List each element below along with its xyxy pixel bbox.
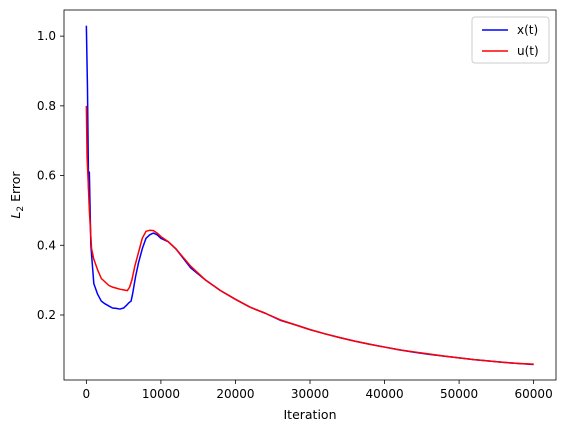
x-axis-label: Iteration: [283, 407, 336, 422]
y-tick-label: 0.8: [37, 99, 56, 113]
y-axis-label: L2 Error: [8, 171, 26, 219]
legend-label: x(t): [517, 23, 538, 37]
legend-label: u(t): [517, 44, 539, 58]
plot-frame: [63, 9, 557, 381]
y-axis-label-rest: Error: [8, 171, 23, 206]
y-axis-label-base: L: [8, 212, 23, 219]
x-tick-label: 50000: [440, 387, 478, 401]
x-tick-label: 40000: [365, 387, 403, 401]
y-axis-ticks: 0.2 0.4 0.6 0.8 1.0: [37, 29, 64, 322]
y-axis-label-subscript: 2: [16, 206, 26, 212]
x-tick-label: 30000: [291, 387, 329, 401]
legend: x(t) u(t): [471, 16, 550, 64]
series-line-u: [85, 105, 534, 365]
y-tick-label: 0.4: [37, 238, 56, 252]
y-tick-label: 1.0: [37, 29, 56, 43]
x-axis-ticks: 0 10000 20000 30000 40000 50000 60000: [83, 380, 553, 401]
x-tick-label: 10000: [142, 387, 180, 401]
y-tick-label: 0.2: [37, 308, 56, 322]
x-tick-label: 60000: [515, 387, 553, 401]
x-tick-label: 20000: [216, 387, 254, 401]
y-tick-label: 0.6: [37, 169, 56, 183]
series-line-x: [85, 25, 534, 366]
plot-lines: [85, 25, 534, 366]
x-tick-label: 0: [83, 387, 91, 401]
